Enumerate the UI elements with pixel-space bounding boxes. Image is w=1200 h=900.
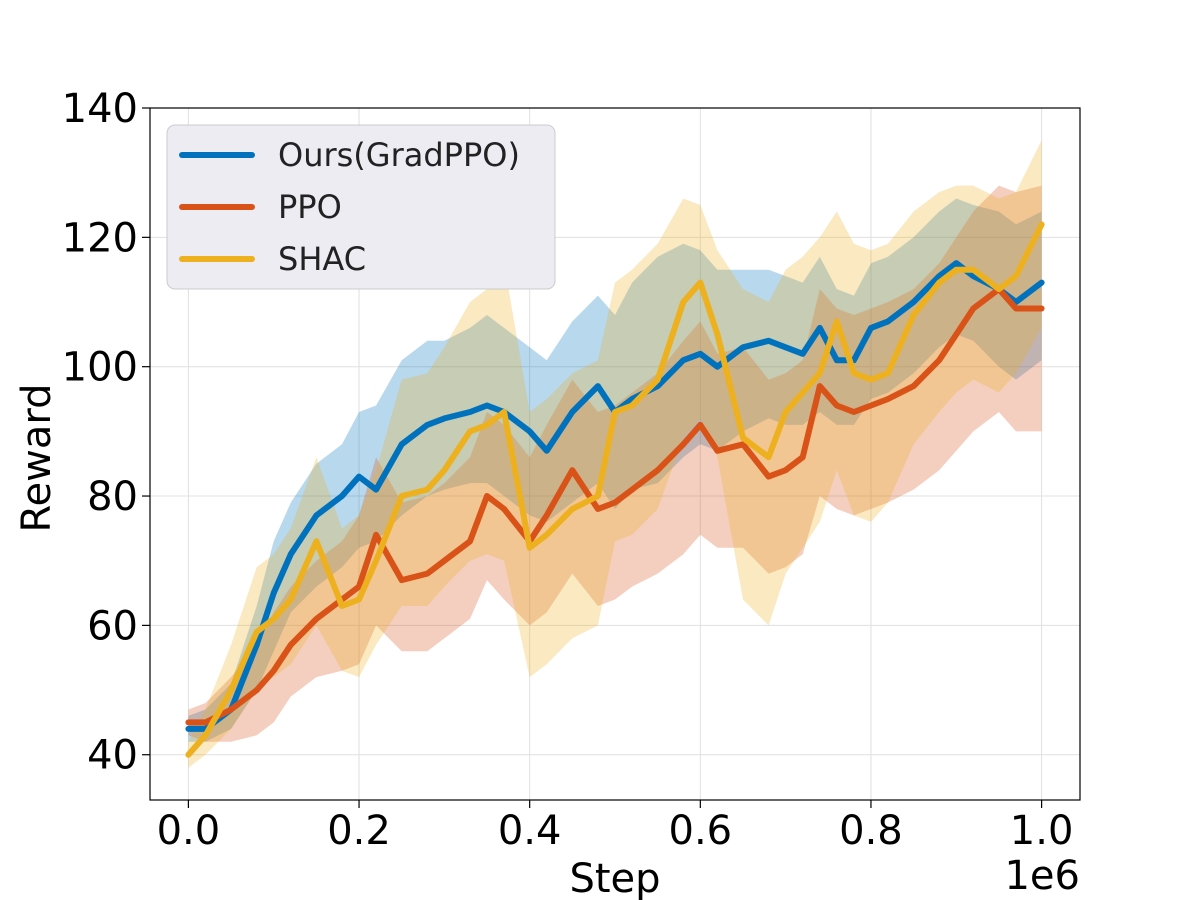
y-tick-label: 140 — [62, 86, 138, 132]
x-axis-label: Step — [569, 856, 660, 900]
y-tick-label: 120 — [62, 215, 138, 261]
legend: Ours(GradPPO) PPO SHAC — [166, 124, 556, 290]
x-tick-label: 0.4 — [498, 808, 562, 854]
line-series-0 — [185, 260, 1045, 732]
band-series-1 — [188, 185, 1042, 742]
x-tick-label: 0.8 — [839, 808, 903, 854]
x-tick-label: 1.0 — [1010, 808, 1074, 854]
x-offset-label: 1e6 — [1004, 853, 1080, 899]
y-tick-label: 40 — [87, 733, 138, 779]
x-tick-label: 0.6 — [669, 808, 733, 854]
series-lines — [185, 221, 1045, 758]
y-tick-label: 60 — [87, 603, 138, 649]
y-tick-label: 100 — [62, 345, 138, 391]
band-series-2 — [188, 140, 1042, 768]
x-tick-label: 0.2 — [327, 808, 391, 854]
y-tick-label: 80 — [87, 474, 138, 520]
axis-ticks: 0.0 0.2 0.4 0.6 0.8 1.0 40 60 80 100 120 140 — [62, 86, 1074, 854]
band-series-0 — [188, 198, 1042, 742]
line-series-2 — [185, 221, 1045, 758]
confidence-bands — [188, 140, 1042, 768]
plot-frame — [149, 107, 1081, 801]
legend-box — [166, 124, 556, 290]
y-axis-label: Reward — [14, 384, 60, 533]
legend-label-0: Ours(GradPPO) — [278, 136, 520, 174]
x-tick-label: 0.0 — [157, 808, 221, 854]
legend-label-2: SHAC — [278, 240, 366, 278]
legend-label-1: PPO — [278, 188, 342, 226]
